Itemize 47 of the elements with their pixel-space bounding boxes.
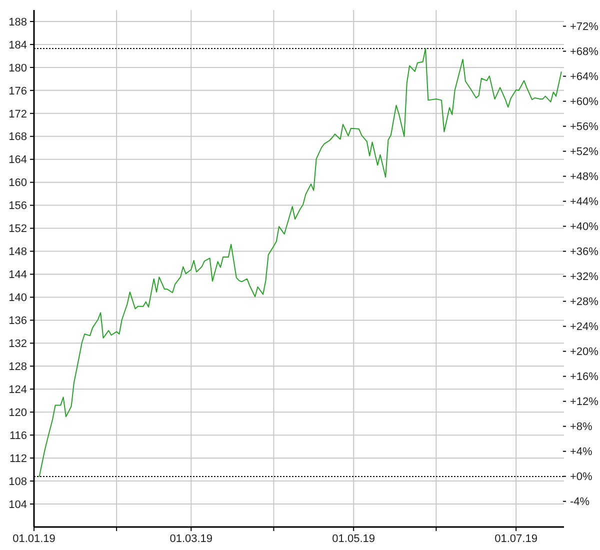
y-tick-label: 172 [8, 108, 27, 120]
y-tick-label: 124 [8, 384, 27, 396]
line-series [38, 48, 562, 477]
x-tick-label: 01.05.19 [332, 533, 376, 545]
y2-tick-label: +4% [570, 446, 593, 458]
y2-tick-label: +20% [570, 346, 599, 358]
y-tick-label: 140 [8, 292, 27, 304]
y-tick-label: 148 [8, 246, 27, 258]
x-tick-label: 01.01.19 [12, 533, 56, 545]
x-tick-label: 01.03.19 [170, 533, 213, 545]
y2-tick-label: +28% [570, 296, 599, 308]
y-tick-label: 128 [8, 361, 27, 374]
y2-tick-label: +52% [570, 146, 599, 158]
y2-tick-label: +68% [570, 46, 599, 58]
y2-tick-label: +36% [570, 246, 599, 258]
y-tick-label: 184 [8, 39, 27, 52]
y-tick-label: 176 [8, 85, 27, 98]
y-tick-label: 136 [8, 315, 27, 328]
y-tick-label: 120 [8, 406, 27, 419]
y2-tick-label: -4% [570, 496, 590, 508]
y-tick-label: 132 [8, 338, 27, 350]
y2-tick-label: +24% [570, 321, 599, 334]
y2-tick-label: +72% [570, 21, 599, 34]
y2-tick-label: +0% [570, 471, 593, 484]
y-tick-label: 144 [8, 269, 27, 282]
y-tick-label: 108 [8, 476, 27, 488]
y2-tick-label: +8% [570, 421, 593, 434]
y2-tick-label: +64% [570, 71, 599, 84]
y2-tick-label: +44% [570, 196, 599, 208]
y-tick-label: 168 [8, 131, 27, 144]
y-tick-label: 164 [8, 154, 27, 166]
y-tick-label: 104 [8, 498, 27, 511]
y-tick-label: 180 [8, 62, 27, 74]
y-tick-label: 116 [9, 430, 27, 442]
y2-tick-label: +12% [570, 396, 599, 408]
y-tick-label: 156 [8, 200, 27, 212]
y-tick-label: 152 [8, 223, 27, 236]
y2-tick-label: +56% [570, 121, 599, 134]
x-tick-label: 01.07.19 [494, 533, 538, 545]
y-tick-label: 188 [8, 16, 27, 28]
y2-tick-label: +48% [570, 171, 599, 184]
y2-tick-label: +40% [570, 221, 599, 234]
y-tick-label: 112 [9, 452, 27, 465]
y2-tick-label: +16% [570, 371, 599, 384]
y-tick-label: 160 [8, 177, 27, 190]
y2-tick-label: +60% [570, 96, 599, 108]
y2-tick-label: +32% [570, 271, 599, 284]
